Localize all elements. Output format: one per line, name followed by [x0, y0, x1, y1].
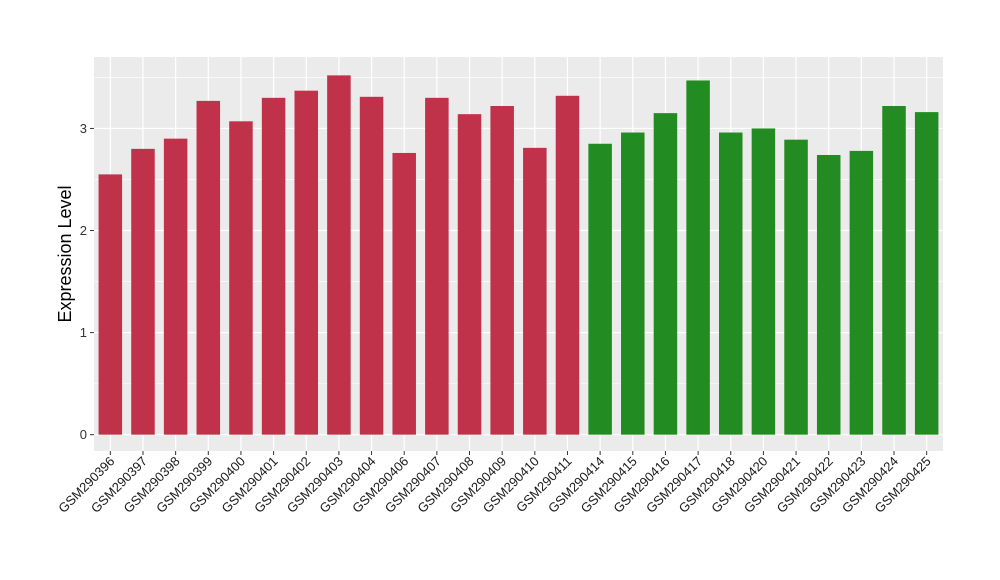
x-axis: GSM290396GSM290397GSM290398GSM290399GSM2…: [55, 451, 934, 516]
bar-GSM290401: [261, 97, 286, 435]
bar-GSM290410: [523, 147, 547, 435]
bar-GSM290407: [425, 97, 449, 435]
bar-GSM290421: [784, 139, 808, 435]
bar-GSM290416: [653, 113, 678, 435]
bar-GSM290406: [392, 152, 416, 435]
bar-GSM290420: [751, 128, 776, 435]
y-tick-label: 2: [80, 223, 87, 238]
bar-GSM290402: [294, 90, 319, 435]
y-tick-label: 1: [80, 325, 87, 340]
bar-GSM290399: [196, 100, 221, 435]
bar-GSM290414: [588, 143, 612, 435]
bar-GSM290404: [359, 96, 384, 435]
bar-GSM290396: [98, 174, 123, 435]
bars: [98, 75, 939, 435]
bar-GSM290422: [816, 154, 841, 435]
bar-GSM290403: [327, 75, 351, 435]
bar-GSM290397: [131, 148, 155, 435]
bar-GSM290418: [718, 132, 743, 435]
bar-GSM290400: [229, 121, 253, 435]
bar-GSM290398: [163, 138, 188, 435]
bar-GSM290417: [686, 80, 710, 435]
y-tick-label: 0: [80, 427, 87, 442]
bar-GSM290423: [849, 150, 874, 435]
y-tick-label: 3: [80, 121, 87, 136]
y-axis-title: Expression Level: [55, 185, 75, 322]
bar-GSM290424: [882, 105, 906, 435]
bar-GSM290408: [457, 114, 482, 435]
bar-GSM290409: [490, 105, 514, 435]
y-axis: 0 1 2 3: [80, 121, 94, 442]
plot-panel: [94, 57, 943, 451]
bar-GSM290415: [621, 132, 645, 435]
bar-GSM290425: [914, 112, 939, 435]
bar-GSM290411: [555, 95, 580, 435]
